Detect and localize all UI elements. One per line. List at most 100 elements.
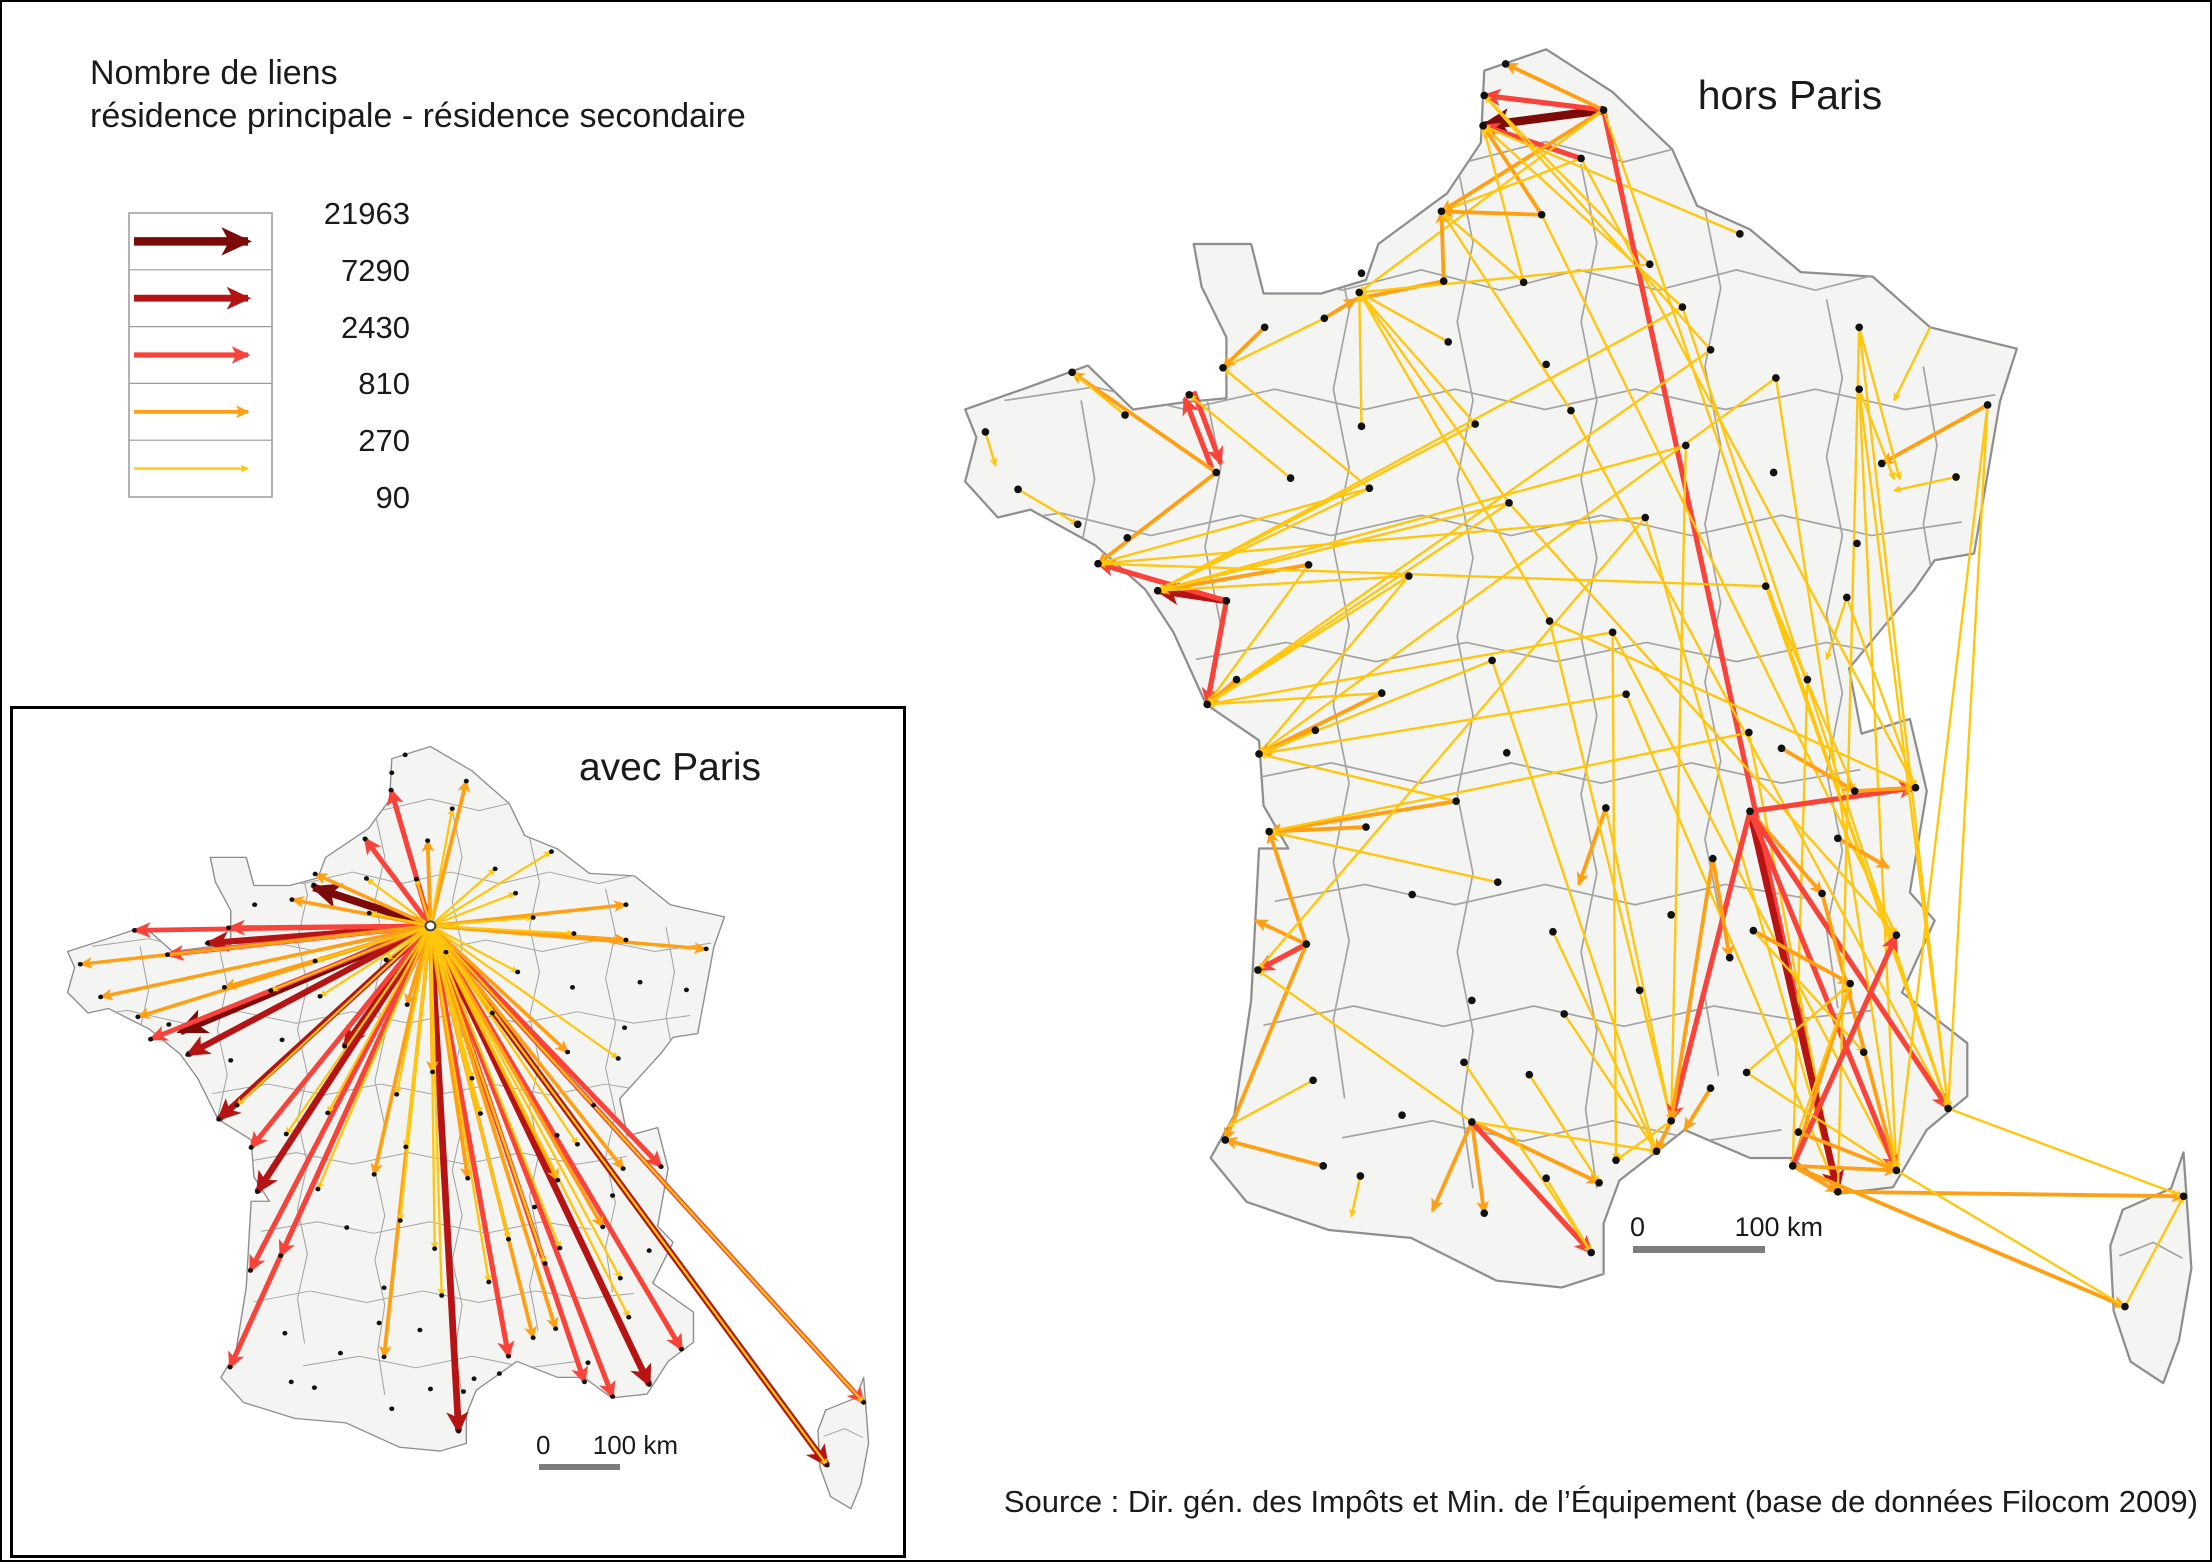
city-dot (623, 902, 629, 908)
city-dot (581, 1379, 588, 1385)
flow-arrow (984, 431, 998, 467)
flow-arrow (1837, 1189, 2186, 1203)
flow-arrow (1258, 575, 1410, 755)
city-dot (1846, 979, 1855, 988)
city-dot (1706, 345, 1715, 354)
flow-arrow (314, 924, 431, 963)
inset-scalebar-zero: 0 (536, 1430, 551, 1460)
flow-arrow (1746, 810, 1845, 1195)
city-dot (1439, 277, 1448, 285)
city-dot (1777, 744, 1786, 753)
city-dot (1855, 323, 1864, 332)
flow-arrow (1752, 929, 1865, 1053)
legend-value: 810 (358, 366, 410, 402)
city-dot (981, 428, 990, 436)
flow-arrow (1268, 829, 1499, 884)
city-dot (1608, 628, 1617, 637)
city-dot (397, 1218, 403, 1223)
city-dot (1769, 468, 1778, 477)
city-dot (77, 961, 83, 967)
flow-arrow (1638, 990, 1674, 1122)
city-dot (703, 946, 709, 952)
city-dot (1641, 513, 1650, 522)
city-dot (1480, 1209, 1489, 1217)
region-border (1332, 231, 1350, 1099)
flow-arrow (1504, 62, 1605, 112)
main-map-hors-paris (964, 48, 2193, 1385)
city-dot (381, 1285, 387, 1291)
city-dot (486, 1279, 492, 1285)
city-dot (1678, 303, 1687, 311)
city-dot (394, 1092, 400, 1097)
flow-arrow (1747, 809, 1951, 1111)
region-border (303, 1355, 578, 1369)
legend-value: 270 (358, 423, 410, 459)
inset-scalebar-label: 100 km (592, 1430, 678, 1460)
city-dot (1622, 690, 1630, 699)
corsica-outline (2109, 1151, 2193, 1385)
city-dot (388, 787, 394, 793)
city-dot (204, 940, 211, 946)
flow-arrow (1491, 660, 1658, 1153)
city-dot (315, 1186, 321, 1192)
flow-arrow (1206, 348, 1712, 706)
legend-value: 7290 (341, 252, 410, 288)
flow-arrow (1797, 1130, 1899, 1173)
city-dot (185, 1052, 191, 1057)
city-dot (98, 994, 104, 1000)
flow-arrow (1797, 982, 1852, 1133)
flow-arrow (1156, 487, 1370, 592)
flow-arrow (1206, 691, 1382, 708)
flow-arrow (285, 925, 432, 1135)
city-dot (1398, 1111, 1406, 1120)
flow-arrow (1569, 410, 1950, 1110)
region-border (2119, 1241, 2183, 1259)
flow-arrow (1895, 1169, 2126, 1308)
city-dot (1377, 689, 1386, 697)
city-dot (1468, 1118, 1476, 1126)
flow-arrow (1774, 377, 1900, 1172)
flow-arrow (1858, 388, 1896, 481)
city-dot (164, 952, 170, 957)
flow-arrow (1481, 124, 1525, 283)
flow-arrow (402, 925, 432, 1148)
flow-arrow (1354, 279, 1445, 304)
city-dot (1742, 1068, 1751, 1077)
city-dot (417, 1327, 423, 1333)
figure-title-line1: Nombre de liens (90, 54, 338, 92)
city-dot (1667, 1117, 1675, 1125)
flow-arrow (1358, 291, 1510, 504)
flow-arrow (1528, 1074, 1601, 1184)
flow-arrow (1551, 931, 1658, 1153)
flow-arrow (1223, 943, 1309, 1142)
flow-arrow (429, 925, 622, 1280)
flow-arrow (1258, 376, 1777, 755)
city-dot (505, 1353, 512, 1359)
city-dot (1319, 1162, 1328, 1170)
main-scalebar: 0 100 km (1630, 1212, 1823, 1253)
flow-arrow (1944, 404, 1989, 1110)
city-dot (557, 1245, 563, 1251)
city-dot (1599, 106, 1608, 114)
city-dot (600, 1224, 606, 1230)
flow-arrow (1222, 317, 1325, 369)
flow-arrow (1825, 597, 1848, 661)
legend-arrows (128, 212, 273, 498)
flow-arrow (429, 925, 446, 1297)
city-dot (574, 1141, 580, 1147)
flow-arrow (1545, 1177, 1593, 1254)
flow-arrow (249, 924, 433, 1150)
flow-arrow (1096, 516, 1646, 568)
flow-arrow (427, 925, 515, 1359)
flow-arrow (1266, 829, 1309, 945)
city-dot (342, 1043, 348, 1049)
flow-arrow (429, 925, 865, 1404)
flow-arrow (1096, 470, 1218, 566)
flow-arrow (1257, 969, 1473, 1123)
city-dot (268, 988, 274, 993)
city-dot (492, 866, 498, 872)
flow-arrow (428, 924, 625, 1170)
city-dot (1320, 314, 1329, 323)
city-dot (371, 1172, 377, 1177)
flow-arrow (1188, 393, 1292, 480)
